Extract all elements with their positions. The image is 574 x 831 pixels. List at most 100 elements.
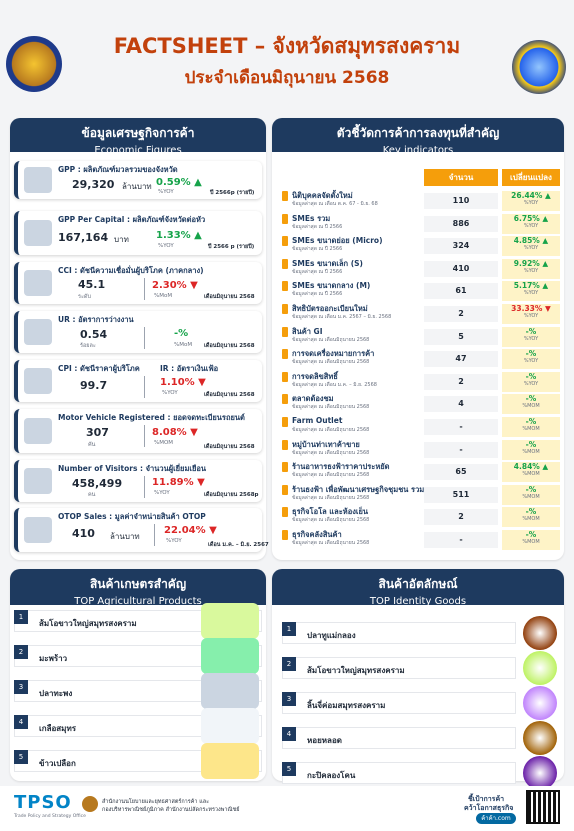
key-row-date: ข้อมูลล่าสุด ณ ปี 2566: [292, 246, 343, 253]
key-row: ตลาดต้องชม ข้อมูลล่าสุด ณ เดือนมิถุนายน 2…: [282, 393, 562, 415]
key-row-date: ข้อมูลล่าสุด ณ ปี 2566: [292, 223, 343, 230]
key-row: การจดเครื่องหมายการค้า ข้อมูลล่าสุด ณ เดื…: [282, 348, 562, 370]
ur-card: UR : อัตราการว่างงาน 0.54 ร้อยละ -% %MoM…: [14, 311, 262, 353]
key-row: ธุรกิจโอโล และห้องเย็น ข้อมูลล่าสุด ณ เดื…: [282, 506, 562, 528]
key-row-bullet: [282, 530, 288, 540]
brand-badge[interactable]: ค้าค้า.com: [476, 813, 516, 824]
ur-date: เดือนมิถุนายน 2568: [204, 343, 255, 349]
visitors-card: Number of Visitors : จำนวนผู้เยี่ยมเยือน…: [14, 460, 262, 502]
gpp-card: GPP : ผลิตภัณฑ์มวลรวมของจังหวัด 29,320 ล…: [14, 161, 262, 199]
key-row-change-value: -%: [525, 507, 537, 517]
key-row: ร้านอาหารธงฟ้าราคาประหยัด ข้อมูลล่าสุด ณ …: [282, 461, 562, 483]
key-row-change: -% %MOM: [502, 530, 560, 550]
agri-item-name: ส้มโอขาวใหญ่สมุทรสงคราม: [39, 619, 137, 628]
key-row-name: ร้านธงฟ้า เพื่อพัฒนาเศรษฐกิจชุมชน รวม: [292, 484, 425, 494]
key-row-bullet: [282, 304, 288, 314]
key-row-date: ข้อมูลล่าสุด ณ เดือนมิถุนายน 2568: [292, 472, 370, 479]
key-row-change: -% %MOM: [502, 507, 560, 528]
key-row-bullet: [282, 484, 288, 495]
key-row-change: 4.84% ▲ %MOM: [502, 462, 560, 483]
key-row-change: 5.17% ▲ %YOY: [502, 281, 560, 302]
visitors-date: เดือนมิถุนายน 2568p: [204, 492, 259, 498]
key-col-change: เปลี่ยนแปลง: [502, 169, 560, 186]
key-row-date: ข้อมูลล่าสุด ณ เดือนมิถุนายน 2568: [292, 517, 370, 524]
vehicle-unit: คัน: [88, 442, 96, 448]
gpp-change-unit: %YOY: [158, 189, 174, 195]
key-row-bullet: [282, 371, 288, 382]
ur-divider: [144, 327, 145, 349]
cci-change: 2.30% ▼: [152, 280, 198, 291]
gpp-capita-date: ปี 2566 p (รายปี): [208, 244, 255, 250]
ur-change: -%: [174, 328, 189, 339]
agri-title-en: TOP Agricultural Products: [74, 596, 202, 607]
agri-item: 1 ส้มโอขาวใหญ่สมุทรสงคราม: [14, 603, 262, 639]
agri-item-image: [201, 603, 259, 639]
cpi-label: CPI : ดัชนีราคาผู้บริโภค: [58, 364, 140, 373]
cci-value: 45.1: [78, 278, 106, 291]
agri-item-number: 4: [14, 715, 28, 729]
thailand-map-icon: [24, 167, 52, 193]
key-row-change: 26.44% ▲ %YOY: [502, 191, 560, 211]
key-row-change-value: -%: [525, 349, 537, 359]
vehicle-change: 8.08% ▼: [152, 427, 198, 438]
key-row-change-unit: %MOM: [522, 539, 540, 545]
agri-item-name: ปลาทะพง: [39, 689, 73, 698]
key-row-change-unit: %MOM: [522, 471, 540, 478]
key-row: นิติบุคคลจัดตั้งใหม่ ข้อมูลล่าสุด ณ เดือน…: [282, 190, 562, 212]
key-row-change-value: 33.33%: [511, 304, 543, 313]
key-row-bullet: [282, 349, 288, 360]
province-seal-left: [6, 36, 62, 92]
key-row-change-unit: %YOY: [523, 245, 539, 252]
page-title: FACTSHEET – จังหวัดสมุทรสงคราม: [113, 34, 461, 58]
key-row: สิทธิบัตรออกะเบียนใหม่ ข้อมูลล่าสุด ณ เดื…: [282, 303, 562, 325]
key-row: SMEs รวม ข้อมูลล่าสุด ณ ปี 2566 886 6.75% ▲…: [282, 213, 562, 235]
key-row-name: Farm Outlet: [292, 416, 343, 425]
otop-label: OTOP Sales : มูลค่าจำหน่ายสินค้า OTOP: [58, 512, 206, 521]
key-row-change: 4.85% ▲ %YOY: [502, 236, 560, 257]
key-header: ตัวชี้วัดการค้าการลงทุนที่สำคัญ Key indi…: [272, 118, 564, 156]
agri-item-name: ข้าวเปลือก: [39, 759, 76, 768]
key-row-change: -% %YOY: [502, 349, 560, 370]
gpp-date: ปี 2566p (รายปี): [210, 190, 255, 196]
key-row-value: 61: [424, 283, 498, 300]
key-row-date: ข้อมูลล่าสุด ณ เดือนมิถุนายน 2568: [292, 359, 370, 366]
qr-code[interactable]: [526, 790, 560, 824]
key-row-change: 6.75% ▲ %YOY: [502, 213, 560, 234]
key-row-change-unit: %YOY: [523, 267, 539, 274]
otop-change: 22.04% ▼: [164, 525, 217, 536]
identity-item-image: [523, 756, 557, 790]
agri-item-name: เกลือสมุทร: [39, 724, 77, 733]
vehicle-divider: [144, 425, 145, 447]
otop-date: เดือน ม.ค. – มิ.ย. 2567: [208, 542, 269, 548]
key-row-name: ตลาดต้องชม: [292, 394, 334, 404]
agri-item: 2 มะพร้าว: [14, 638, 262, 674]
economic-title-th: ข้อมูลเศรษฐกิจการค้า: [81, 126, 195, 140]
key-row-name: การจดเครื่องหมายการค้า: [292, 349, 375, 359]
key-row-name: SMEs รวม: [292, 213, 331, 223]
key-row-value: 2: [424, 373, 498, 390]
key-row-change-unit: %YOY: [523, 335, 539, 342]
ur-unit: ร้อยละ: [80, 343, 96, 349]
agri-item-number: 1: [14, 610, 28, 624]
agri-item-image: [201, 743, 259, 779]
identity-item-number: 4: [282, 727, 296, 741]
otop-card: OTOP Sales : มูลค่าจำหน่ายสินค้า OTOP 41…: [14, 508, 269, 552]
identity-header: สินค้าอัตลักษณ์ TOP Identity Goods: [272, 569, 564, 607]
key-row-change-unit: %YOY: [523, 358, 539, 365]
agri-header: สินค้าเกษตรสำคัญ TOP Agricultural Produc…: [10, 569, 266, 607]
tpso-logo-sub: Trade Policy and Strategy Office: [14, 814, 86, 819]
key-row-change-value: -%: [525, 530, 537, 539]
key-row-change-unit: %YOY: [523, 222, 539, 229]
key-row-change: 33.33% ▼ %YOY: [502, 304, 560, 324]
identity-item: 4 หอยหลอด: [282, 721, 557, 755]
cpi-card: CPI : ดัชนีราคาผู้บริโภค IR : อัตราเงินเ…: [14, 360, 262, 402]
cci-date: เดือนมิถุนายน 2568: [204, 294, 255, 300]
identity-item-number: 5: [282, 762, 296, 776]
agri-item-number: 5: [14, 750, 28, 764]
gpp-capita-value: 167,164: [58, 231, 109, 244]
key-row: ธุรกิจคลังสินค้า ข้อมูลล่าสุด ณ เดือนมิถุ…: [282, 529, 562, 551]
agency-line-2: กองบริหารพาณิชย์ภูมิภาค สำนักงานปลัดกระท…: [102, 807, 240, 813]
key-row: SMEs ขนาดย่อย (Micro) ข้อมูลล่าสุด ณ ปี 2…: [282, 235, 562, 257]
identity-item-image: [523, 651, 557, 685]
tpso-logo: TPSO: [14, 792, 72, 813]
